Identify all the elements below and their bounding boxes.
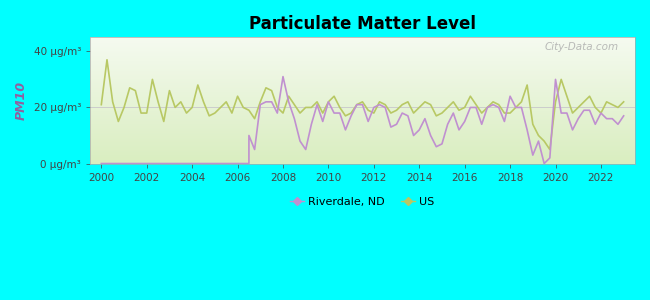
Text: City-Data.com: City-Data.com (545, 42, 619, 52)
Title: Particulate Matter Level: Particulate Matter Level (249, 15, 476, 33)
Legend: Riverdale, ND, US: Riverdale, ND, US (286, 192, 439, 211)
Y-axis label: PM10: PM10 (15, 81, 28, 120)
